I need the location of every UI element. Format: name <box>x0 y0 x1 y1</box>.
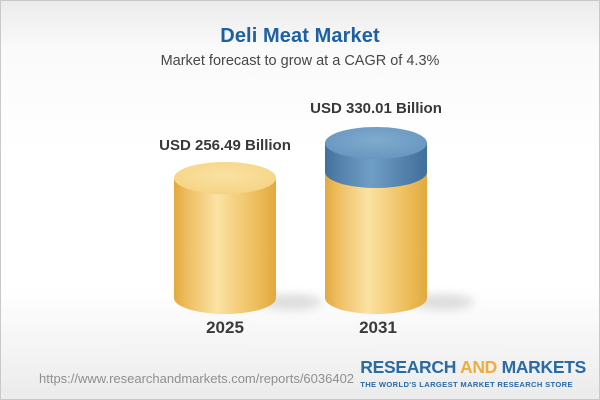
bar-2031-cylinder <box>325 127 427 314</box>
chart-title: Deli Meat Market <box>220 25 380 47</box>
bar-2025-cylinder <box>174 162 276 314</box>
logo-wordmark: RESEARCH AND MARKETS <box>360 357 586 378</box>
category-label-2031: 2031 <box>359 318 397 337</box>
report-url: https://www.researchandmarkets.com/repor… <box>39 371 355 386</box>
chart-subtitle: Market forecast to grow at a CAGR of 4.3… <box>160 53 440 69</box>
logo-tagline: THE WORLD'S LARGEST MARKET RESEARCH STOR… <box>360 380 573 389</box>
research-and-markets-logo: RESEARCH AND MARKETS THE WORLD'S LARGEST… <box>360 357 586 389</box>
bar-2031-shadow <box>412 294 474 310</box>
value-label-2025: USD 256.49 Billion <box>159 137 291 154</box>
logo-word-research: RESEARCH <box>360 357 457 377</box>
logo-word-markets: MARKETS <box>501 357 587 377</box>
logo-word-and: AND <box>459 357 497 377</box>
category-label-2025: 2025 <box>206 318 244 337</box>
value-label-2031: USD 330.01 Billion <box>310 100 442 117</box>
